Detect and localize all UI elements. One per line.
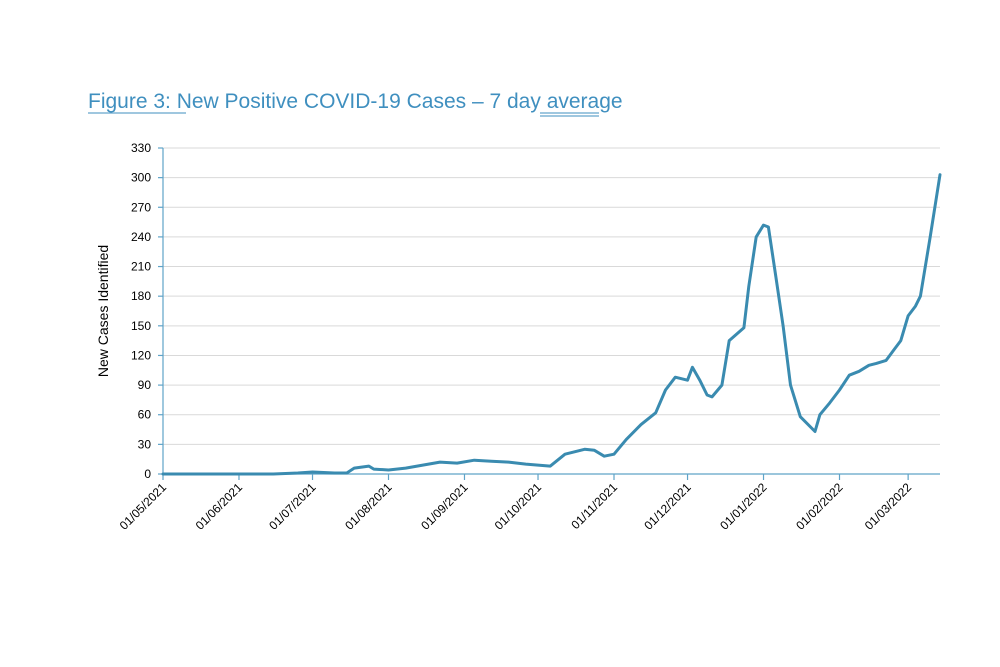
y-tick-label: 330 — [131, 141, 151, 155]
x-tick-label: 01/12/2021 — [641, 480, 694, 533]
y-tick-label: 60 — [138, 408, 152, 422]
y-tick-label: 30 — [138, 437, 152, 451]
x-tick-label: 01/02/2022 — [793, 480, 846, 533]
y-tick-label: 120 — [131, 348, 151, 362]
x-tick-label: 01/01/2022 — [717, 480, 770, 533]
x-tick-label: 01/09/2021 — [418, 480, 471, 533]
y-tick-label: 300 — [131, 171, 151, 185]
y-tick-label: 180 — [131, 289, 151, 303]
y-tick-label: 90 — [138, 378, 152, 392]
x-tick-label: 01/05/2021 — [117, 480, 170, 533]
x-tick-label: 01/11/2021 — [568, 480, 620, 532]
y-tick-label: 210 — [131, 260, 151, 274]
x-tick-label: 01/06/2021 — [193, 480, 246, 533]
chart-title: Figure 3: New Positive COVID-19 Cases – … — [88, 90, 623, 113]
x-tick-label: 01/03/2022 — [862, 480, 915, 533]
y-tick-label: 150 — [131, 319, 151, 333]
y-tick-label: 0 — [144, 467, 151, 481]
y-tick-label: 240 — [131, 230, 151, 244]
y-axis-label: New Cases Identified — [95, 245, 111, 377]
x-tick-label: 01/10/2021 — [492, 480, 545, 533]
data-line — [161, 173, 942, 476]
x-tick-label: 01/08/2021 — [342, 480, 395, 533]
x-tick-label: 01/07/2021 — [266, 480, 319, 533]
y-tick-label: 270 — [131, 200, 151, 214]
